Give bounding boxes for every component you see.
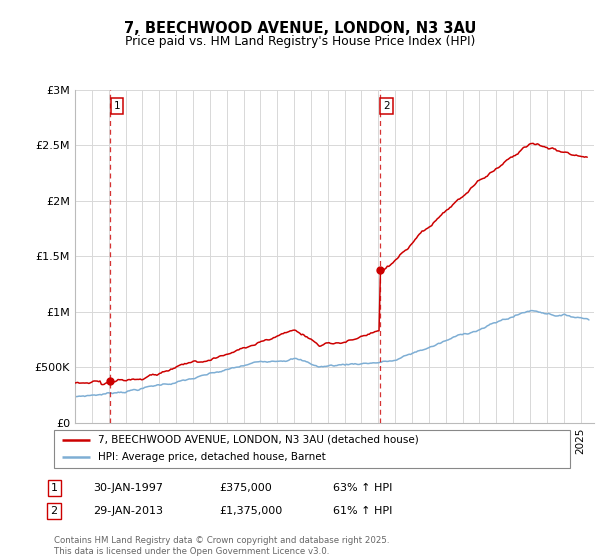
Text: 1: 1 (113, 101, 120, 111)
Text: £1,375,000: £1,375,000 (219, 506, 282, 516)
Text: Price paid vs. HM Land Registry's House Price Index (HPI): Price paid vs. HM Land Registry's House … (125, 35, 475, 48)
Text: Contains HM Land Registry data © Crown copyright and database right 2025.
This d: Contains HM Land Registry data © Crown c… (54, 536, 389, 556)
Text: 7, BEECHWOOD AVENUE, LONDON, N3 3AU: 7, BEECHWOOD AVENUE, LONDON, N3 3AU (124, 21, 476, 36)
Text: 63% ↑ HPI: 63% ↑ HPI (333, 483, 392, 493)
Text: 2: 2 (383, 101, 389, 111)
Text: 2: 2 (50, 506, 58, 516)
Text: 61% ↑ HPI: 61% ↑ HPI (333, 506, 392, 516)
Text: £375,000: £375,000 (219, 483, 272, 493)
FancyBboxPatch shape (54, 430, 570, 468)
Text: 1: 1 (50, 483, 58, 493)
Text: 30-JAN-1997: 30-JAN-1997 (93, 483, 163, 493)
Text: 7, BEECHWOOD AVENUE, LONDON, N3 3AU (detached house): 7, BEECHWOOD AVENUE, LONDON, N3 3AU (det… (98, 435, 419, 445)
Text: 29-JAN-2013: 29-JAN-2013 (93, 506, 163, 516)
Text: HPI: Average price, detached house, Barnet: HPI: Average price, detached house, Barn… (98, 452, 326, 463)
